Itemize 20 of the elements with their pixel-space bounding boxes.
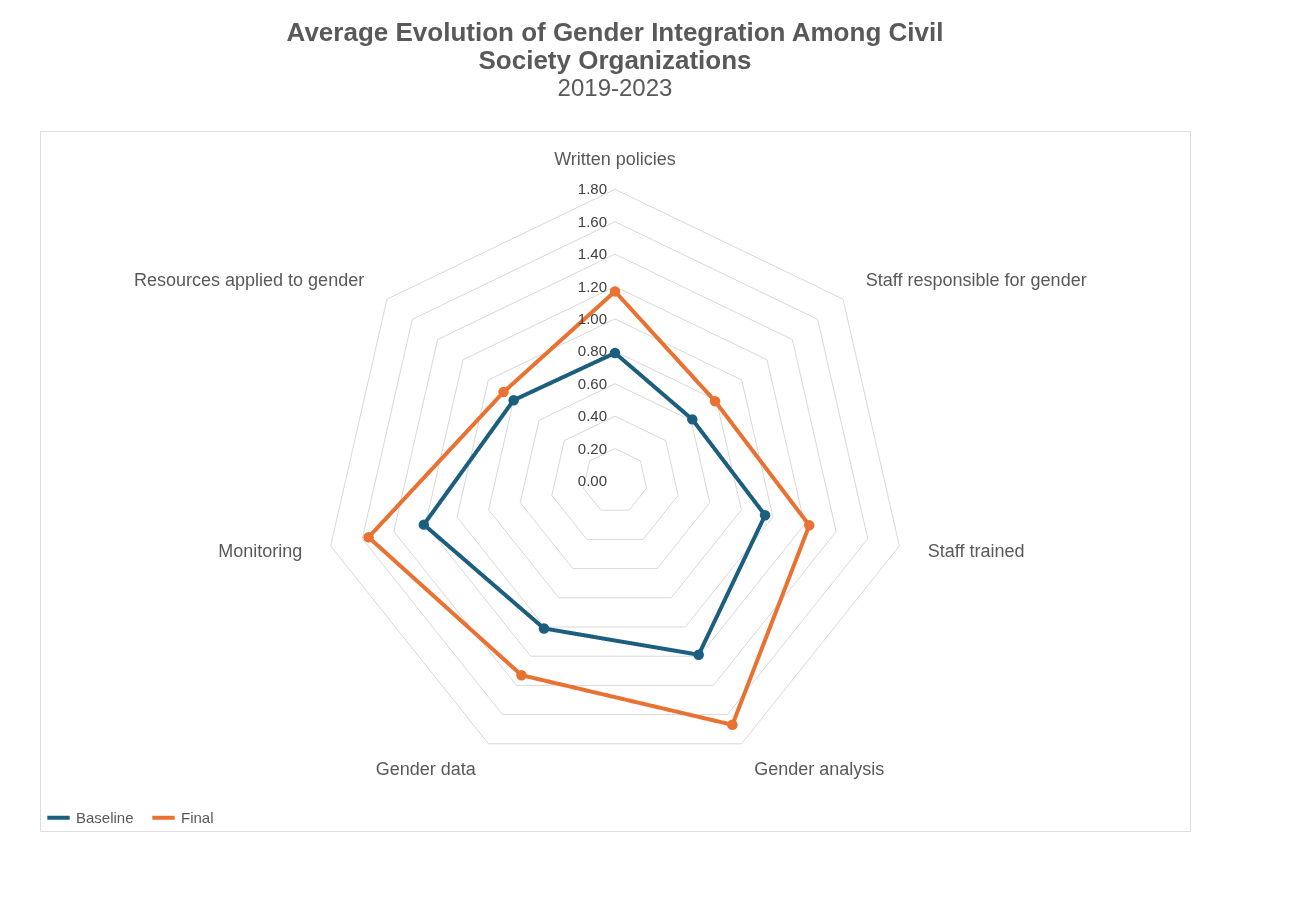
y-tick-label: 0.80 bbox=[577, 342, 607, 360]
spoke-label: Resources applied to gender bbox=[134, 269, 365, 290]
y-tick-label: 1.80 bbox=[577, 180, 607, 198]
y-tick-label: 1.40 bbox=[577, 245, 607, 263]
spoke-label: Monitoring bbox=[218, 541, 303, 562]
spoke-label: Staff trained bbox=[927, 541, 1025, 562]
chart-title: Average Evolution of Gender Integration Among Civil Society Organizations bbox=[286, 17, 944, 75]
spoke-label: Gender data bbox=[375, 759, 477, 780]
y-tick-label: 0.20 bbox=[577, 439, 607, 457]
y-tick-label: 0.00 bbox=[577, 472, 607, 489]
legend-label: Final bbox=[181, 808, 214, 826]
spoke-label: Staff responsible for gender bbox=[865, 269, 1087, 290]
spoke-label: Written policies bbox=[554, 149, 676, 170]
y-tick-label: 1.20 bbox=[577, 277, 607, 295]
spoke-label: Gender analysis bbox=[754, 759, 885, 780]
y-tick-label: 0.60 bbox=[577, 374, 607, 392]
legend-label: Baseline bbox=[76, 808, 134, 826]
y-tick-label: 0.40 bbox=[577, 407, 607, 425]
chart-subtitle: 2019-2023 bbox=[557, 74, 673, 101]
y-tick-label: 1.60 bbox=[577, 212, 607, 230]
